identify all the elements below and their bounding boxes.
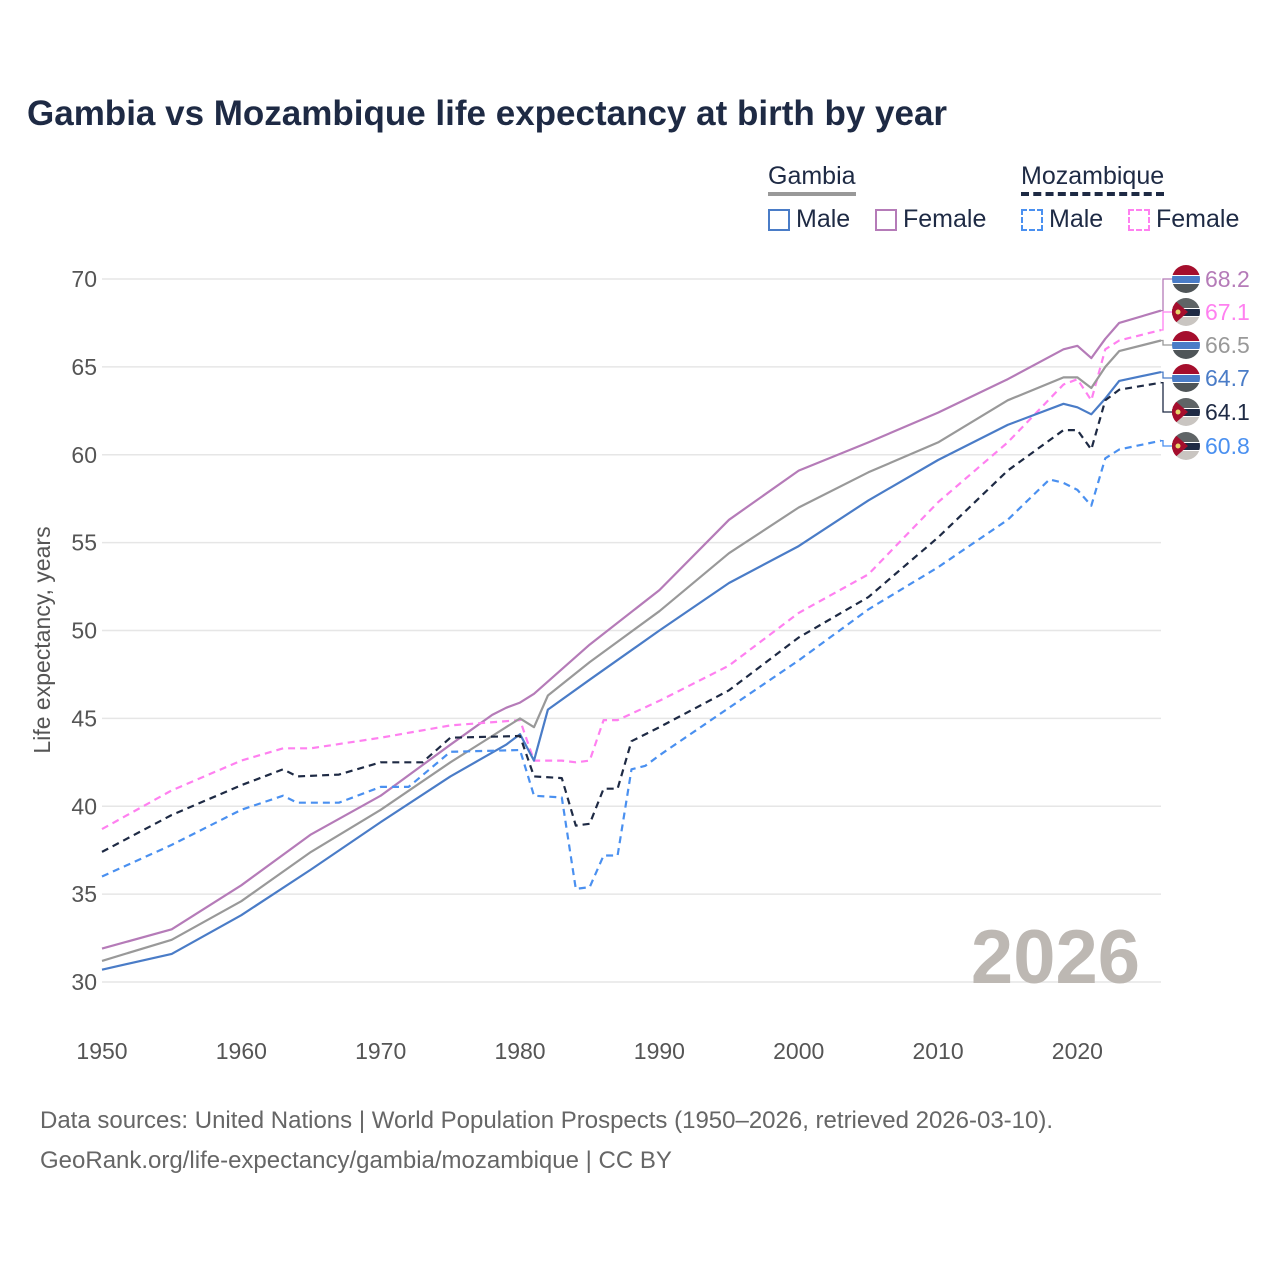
y-tick-label: 30 xyxy=(71,969,97,995)
legend-gambia-male[interactable]: Male xyxy=(768,205,850,234)
flag-stripe xyxy=(1172,451,1200,460)
flag-stripe xyxy=(1172,398,1200,408)
footer-sources: Data sources: United Nations | World Pop… xyxy=(40,1107,1054,1134)
legend-label: Female xyxy=(1156,205,1240,233)
y-tick-label: 40 xyxy=(71,793,97,819)
y-tick-label: 55 xyxy=(71,530,97,556)
flag-emblem xyxy=(1175,443,1181,449)
legend-group-gambia: Gambia xyxy=(768,162,856,196)
x-tick-label: 1950 xyxy=(76,1038,127,1064)
label-connector xyxy=(1161,339,1172,346)
x-tick-label: 2000 xyxy=(773,1038,824,1064)
x-tick-label: 1980 xyxy=(494,1038,545,1064)
flag-body xyxy=(1172,398,1200,426)
label-connector xyxy=(1161,311,1172,331)
year-watermark: 2026 xyxy=(971,915,1140,1000)
footer-attribution: GeoRank.org/life-expectancy/gambia/mozam… xyxy=(40,1147,672,1174)
flag-body xyxy=(1172,298,1200,326)
series-line-mozambique-female xyxy=(101,328,1162,831)
y-tick-label: 60 xyxy=(71,442,97,468)
gambia-flag-icon xyxy=(1172,265,1200,293)
label-connector xyxy=(1161,371,1172,379)
flag-stripe xyxy=(1172,331,1200,341)
legend-swatch xyxy=(768,208,790,231)
x-tick-label: 1990 xyxy=(634,1038,685,1064)
mozambique-flag-icon xyxy=(1172,432,1200,460)
label-connector xyxy=(1161,382,1172,413)
flag-stripe xyxy=(1172,276,1200,283)
series-line-mozambique xyxy=(101,381,1162,853)
series-line-gambia xyxy=(101,339,1162,962)
legend-swatch xyxy=(1128,208,1150,231)
flag-stripe xyxy=(1172,265,1200,275)
flag-emblem xyxy=(1175,409,1181,415)
flag-stripe xyxy=(1172,364,1200,374)
series-line-mozambique-male xyxy=(101,439,1162,891)
flag-body xyxy=(1172,331,1200,359)
label-connector xyxy=(1161,440,1172,447)
end-value-label: 68.2 xyxy=(1205,266,1250,292)
legend-label: Male xyxy=(1049,205,1104,233)
legend-swatch xyxy=(875,208,897,231)
flag-stripe xyxy=(1172,317,1200,326)
flag-emblem xyxy=(1175,309,1181,315)
y-tick-label: 35 xyxy=(71,881,97,907)
x-tick-label: 2010 xyxy=(912,1038,963,1064)
x-tick-label: 1970 xyxy=(355,1038,406,1064)
series-line-gambia-female xyxy=(101,309,1162,950)
y-tick-label: 65 xyxy=(71,354,97,380)
legend-mozambique-male[interactable]: Male xyxy=(1021,205,1103,234)
end-value-label: 67.1 xyxy=(1205,299,1250,325)
flag-body xyxy=(1172,364,1200,392)
flag-stripe xyxy=(1172,383,1200,392)
flag-body xyxy=(1172,265,1200,293)
flag-stripe xyxy=(1172,417,1200,426)
chart-title: Gambia vs Mozambique life expectancy at … xyxy=(27,94,948,133)
flag-stripe xyxy=(1172,432,1200,442)
flag-stripe xyxy=(1172,375,1200,382)
line-chart: 30 35 40 45 50 55 60 65 70 1950 1960 1970 1980 1990 20… xyxy=(29,265,1250,1064)
flag-body xyxy=(1172,432,1200,460)
flag-stripe xyxy=(1172,284,1200,293)
mozambique-flag-icon xyxy=(1172,398,1200,426)
legend-swatch xyxy=(1021,208,1043,231)
legend-mozambique-female[interactable]: Female xyxy=(1128,205,1239,234)
flag-stripe xyxy=(1172,350,1200,359)
end-value-label: 64.1 xyxy=(1205,399,1250,425)
y-axis-label: Life expectancy, years xyxy=(29,526,55,753)
y-tick-label: 50 xyxy=(71,618,97,644)
end-value-label: 66.5 xyxy=(1205,332,1250,358)
legend-gambia-female[interactable]: Female xyxy=(875,205,986,234)
legend-label: Male xyxy=(796,205,851,233)
legend-group-mozambique: Mozambique xyxy=(1021,162,1165,196)
gambia-flag-icon xyxy=(1172,331,1200,359)
x-tick-label: 1960 xyxy=(216,1038,267,1064)
label-connector xyxy=(1161,278,1172,312)
x-tick-label: 2020 xyxy=(1052,1038,1103,1064)
end-value-label: 60.8 xyxy=(1205,433,1250,459)
flag-stripe xyxy=(1172,298,1200,308)
legend-label: Female xyxy=(903,205,987,233)
y-tick-label: 45 xyxy=(71,705,97,731)
series-line-gambia-male xyxy=(101,371,1162,971)
gambia-flag-icon xyxy=(1172,364,1200,392)
mozambique-flag-icon xyxy=(1172,298,1200,326)
end-value-label: 64.7 xyxy=(1205,365,1250,391)
flag-stripe xyxy=(1172,342,1200,349)
y-tick-label: 70 xyxy=(71,266,97,292)
